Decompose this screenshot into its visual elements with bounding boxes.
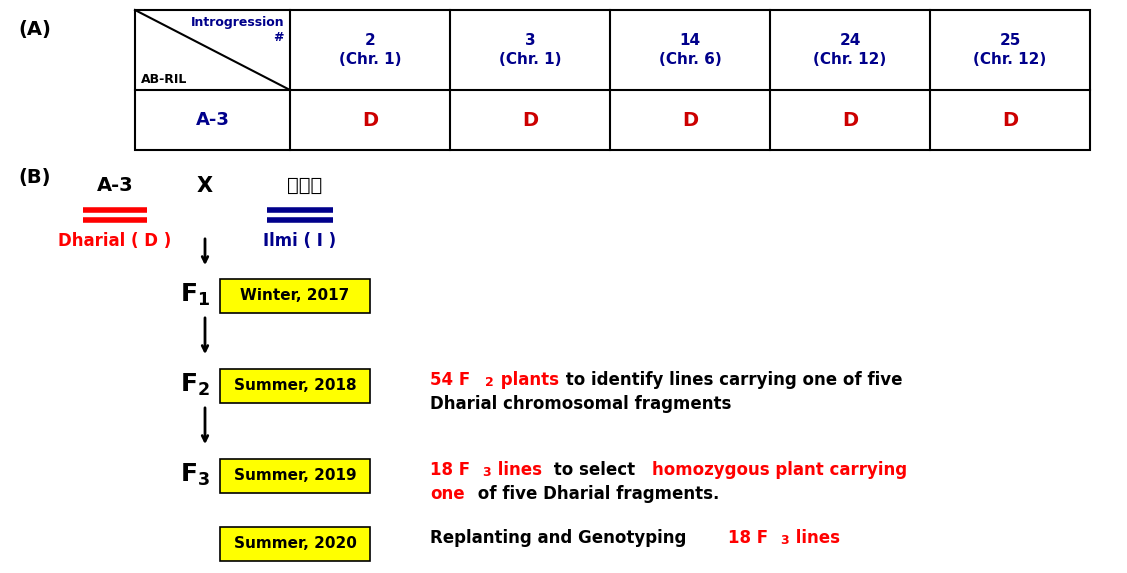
Bar bbox=[135, 10, 1090, 150]
Text: X: X bbox=[197, 176, 213, 196]
Bar bbox=[220, 459, 370, 493]
Text: D: D bbox=[1002, 111, 1018, 129]
Text: A-3: A-3 bbox=[196, 111, 230, 129]
Text: to select: to select bbox=[548, 461, 641, 479]
Text: 3
(Chr. 1): 3 (Chr. 1) bbox=[499, 33, 561, 67]
Text: 24
(Chr. 12): 24 (Chr. 12) bbox=[814, 33, 887, 67]
Text: Dharial ( D ): Dharial ( D ) bbox=[59, 232, 171, 250]
Text: plants: plants bbox=[495, 371, 559, 389]
Text: Summer, 2019: Summer, 2019 bbox=[233, 468, 356, 482]
Text: $\mathbf{F_2}$: $\mathbf{F_2}$ bbox=[180, 372, 210, 398]
Text: D: D bbox=[682, 111, 698, 129]
Text: Ilmi ( I ): Ilmi ( I ) bbox=[264, 232, 337, 250]
Text: A-3: A-3 bbox=[97, 176, 133, 195]
Text: Replanting and Genotyping: Replanting and Genotyping bbox=[431, 529, 692, 547]
Text: 18 F: 18 F bbox=[431, 461, 470, 479]
Text: Summer, 2020: Summer, 2020 bbox=[233, 536, 356, 551]
Text: D: D bbox=[522, 111, 538, 129]
Text: Introgression
#: Introgression # bbox=[190, 16, 284, 44]
Text: 54 F: 54 F bbox=[431, 371, 470, 389]
Text: lines: lines bbox=[790, 529, 840, 547]
Text: (B): (B) bbox=[18, 168, 51, 187]
Text: 25
(Chr. 12): 25 (Chr. 12) bbox=[974, 33, 1047, 67]
Text: 2
(Chr. 1): 2 (Chr. 1) bbox=[339, 33, 401, 67]
Text: lines: lines bbox=[492, 461, 542, 479]
Text: 18 F: 18 F bbox=[728, 529, 769, 547]
Bar bbox=[220, 279, 370, 313]
Text: 2: 2 bbox=[485, 376, 494, 389]
Text: 3: 3 bbox=[482, 466, 490, 479]
Text: $\mathbf{F_1}$: $\mathbf{F_1}$ bbox=[180, 282, 210, 308]
Bar bbox=[220, 369, 370, 403]
Text: 14
(Chr. 6): 14 (Chr. 6) bbox=[658, 33, 721, 67]
Text: Winter, 2017: Winter, 2017 bbox=[240, 288, 349, 303]
Text: Dharial chromosomal fragments: Dharial chromosomal fragments bbox=[431, 395, 731, 413]
Bar bbox=[220, 527, 370, 561]
Text: D: D bbox=[362, 111, 378, 129]
Text: $\mathbf{F_3}$: $\mathbf{F_3}$ bbox=[180, 462, 210, 488]
Text: AB-RIL: AB-RIL bbox=[141, 73, 187, 86]
Text: D: D bbox=[842, 111, 858, 129]
Text: 일미벼: 일미벼 bbox=[287, 176, 322, 195]
Text: 3: 3 bbox=[780, 534, 789, 547]
Text: (A): (A) bbox=[18, 20, 51, 39]
Text: Summer, 2018: Summer, 2018 bbox=[233, 378, 356, 393]
Text: one: one bbox=[431, 485, 464, 503]
Text: of five Dharial fragments.: of five Dharial fragments. bbox=[472, 485, 719, 503]
Text: to identify lines carrying one of five: to identify lines carrying one of five bbox=[560, 371, 903, 389]
Text: homozygous plant carrying: homozygous plant carrying bbox=[653, 461, 907, 479]
